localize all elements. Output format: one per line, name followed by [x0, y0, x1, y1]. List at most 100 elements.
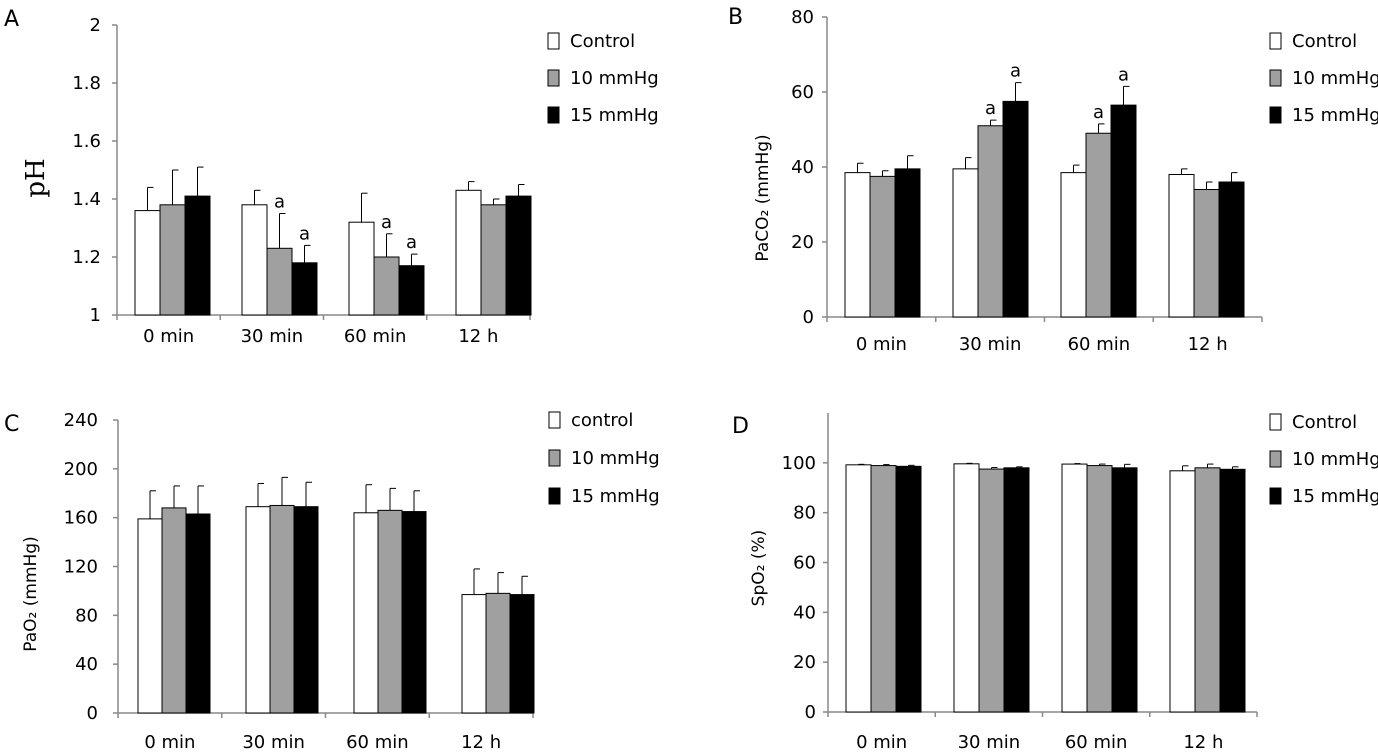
y-tick-label: 0 — [87, 703, 98, 724]
bar — [1194, 467, 1221, 713]
x-category-label: 60 min — [1068, 334, 1131, 355]
legend-label: 15 mmHg — [570, 105, 659, 126]
bar — [401, 511, 427, 714]
x-category-label: 0 min — [856, 334, 907, 355]
x-category-label: 12 h — [461, 732, 501, 753]
legend-label: 15 mmHg — [1292, 105, 1378, 126]
bar — [161, 507, 187, 714]
chart-panel-d: D 0 20 40 60 80 100 SpO₂ (%) 0 min 30 min 60 min 12… — [732, 412, 1378, 753]
x-category-label: 12 h — [458, 326, 498, 347]
legend-swatch — [1269, 69, 1282, 87]
y-tick-label: 240 — [64, 410, 98, 431]
significance-label: a — [1118, 64, 1129, 85]
bar — [1193, 189, 1220, 318]
bar — [485, 592, 511, 714]
y-tick-label: 60 — [791, 82, 814, 103]
panel-letter: B — [728, 5, 743, 30]
significance-label: a — [274, 192, 285, 213]
bar — [1219, 468, 1246, 713]
legend-label: 15 mmHg — [571, 486, 660, 507]
y-axis-label: pH — [21, 158, 51, 197]
legend-label: control — [571, 410, 633, 431]
bar — [291, 262, 318, 316]
y-tick-label: 2 — [90, 15, 101, 36]
bar — [1085, 132, 1112, 318]
bar — [159, 204, 186, 316]
y-tick-label: 20 — [793, 652, 816, 673]
bar — [293, 506, 319, 714]
x-category-label: 60 min — [344, 326, 407, 347]
bar — [373, 256, 400, 316]
y-axis-label: PaCO₂ (mmHg) — [753, 134, 773, 261]
bar — [952, 168, 979, 318]
bar — [953, 463, 980, 713]
x-category-label: 0 min — [856, 732, 907, 753]
legend-label: 10 mmHg — [1292, 449, 1378, 470]
bar — [1003, 467, 1030, 713]
y-tick-label: 1.4 — [72, 189, 101, 210]
legend-label: 10 mmHg — [570, 68, 659, 89]
y-tick-label: 100 — [782, 453, 816, 474]
chart-panel-c: C 0 40 80 120 160 200 240 PaO₂ (mmHg) 0 min 30 min… — [4, 410, 660, 753]
bar — [1061, 463, 1088, 713]
bar — [266, 247, 293, 316]
y-tick-label: 1 — [90, 305, 101, 326]
panel-letter: A — [4, 7, 19, 32]
bar — [348, 221, 375, 316]
y-tick-label: 80 — [793, 503, 816, 524]
bar — [185, 513, 211, 714]
bar — [455, 189, 482, 316]
y-axis-label: PaO₂ (mmHg) — [21, 536, 41, 651]
legend-label: Control — [1292, 412, 1357, 433]
bar — [269, 504, 295, 714]
y-tick-label: 40 — [793, 602, 816, 623]
x-category-label: 30 min — [959, 334, 1022, 355]
bar — [461, 594, 487, 714]
bar — [894, 168, 921, 318]
legend-swatch — [1269, 487, 1282, 505]
x-category-label: 30 min — [958, 732, 1021, 753]
y-tick-label: 40 — [75, 654, 98, 675]
y-tick-label: 120 — [64, 557, 98, 578]
y-axis-label: SpO₂ (%) — [749, 530, 769, 607]
legend-swatch — [548, 449, 561, 467]
bar — [245, 506, 271, 714]
bar — [509, 594, 535, 714]
y-tick-label: 20 — [791, 232, 814, 253]
bar — [1086, 465, 1113, 713]
bar — [845, 464, 872, 713]
bar — [895, 465, 922, 713]
bar — [1110, 104, 1137, 318]
significance-label: a — [299, 223, 310, 244]
legend-swatch — [548, 411, 561, 429]
legend-swatch — [1269, 413, 1282, 431]
legend-swatch — [547, 32, 560, 50]
y-tick-label: 0 — [803, 307, 814, 328]
bar — [1002, 100, 1029, 318]
y-tick-label: 80 — [75, 605, 98, 626]
y-tick-label: 60 — [793, 553, 816, 574]
legend-label: 10 mmHg — [1292, 68, 1378, 89]
bar — [870, 465, 897, 713]
x-category-label: 30 min — [242, 732, 305, 753]
significance-label: a — [1093, 102, 1104, 123]
legend-label: Control — [1292, 31, 1357, 52]
bar — [134, 210, 161, 316]
x-category-label: 12 h — [1188, 334, 1228, 355]
bar — [869, 175, 896, 318]
significance-label: a — [406, 232, 417, 253]
x-category-label: 0 min — [144, 732, 195, 753]
bar — [398, 265, 425, 316]
y-tick-label: 1.8 — [72, 73, 101, 94]
x-category-label: 0 min — [143, 326, 194, 347]
legend-label: 15 mmHg — [1292, 486, 1378, 507]
bar — [184, 195, 211, 316]
x-category-label: 30 min — [241, 326, 304, 347]
x-category-label: 12 h — [1183, 732, 1223, 753]
y-tick-label: 0 — [805, 702, 816, 723]
y-tick-label: 200 — [64, 459, 98, 480]
legend-label: Control — [570, 31, 635, 52]
